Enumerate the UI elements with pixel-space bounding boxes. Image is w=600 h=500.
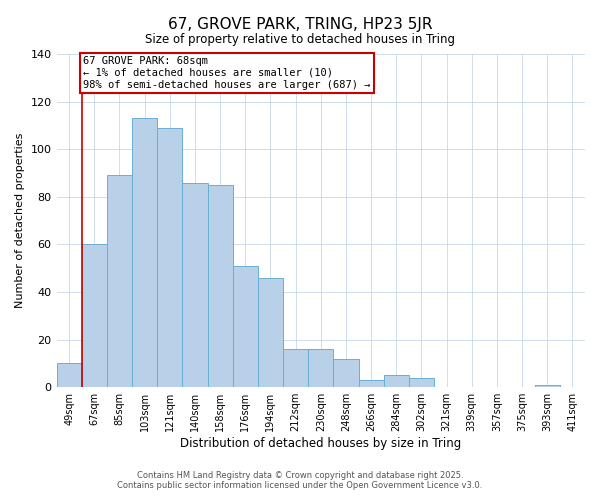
Y-axis label: Number of detached properties: Number of detached properties [15, 133, 25, 308]
Text: Contains HM Land Registry data © Crown copyright and database right 2025.
Contai: Contains HM Land Registry data © Crown c… [118, 470, 482, 490]
Text: 67 GROVE PARK: 68sqm
← 1% of detached houses are smaller (10)
98% of semi-detach: 67 GROVE PARK: 68sqm ← 1% of detached ho… [83, 56, 370, 90]
Bar [82, 244, 107, 387]
Bar [233, 266, 258, 387]
Bar [107, 176, 132, 387]
Bar [535, 385, 560, 387]
Bar [359, 380, 383, 387]
Bar [56, 364, 82, 387]
Text: 67, GROVE PARK, TRING, HP23 5JR: 67, GROVE PARK, TRING, HP23 5JR [168, 18, 432, 32]
Bar [208, 185, 233, 387]
Bar [334, 358, 359, 387]
Bar [182, 182, 208, 387]
Bar [132, 118, 157, 387]
Text: Size of property relative to detached houses in Tring: Size of property relative to detached ho… [145, 32, 455, 46]
Bar [258, 278, 283, 387]
Bar [409, 378, 434, 387]
Bar [283, 349, 308, 387]
Bar [157, 128, 182, 387]
Bar [383, 376, 409, 387]
Bar [308, 349, 334, 387]
X-axis label: Distribution of detached houses by size in Tring: Distribution of detached houses by size … [180, 437, 461, 450]
